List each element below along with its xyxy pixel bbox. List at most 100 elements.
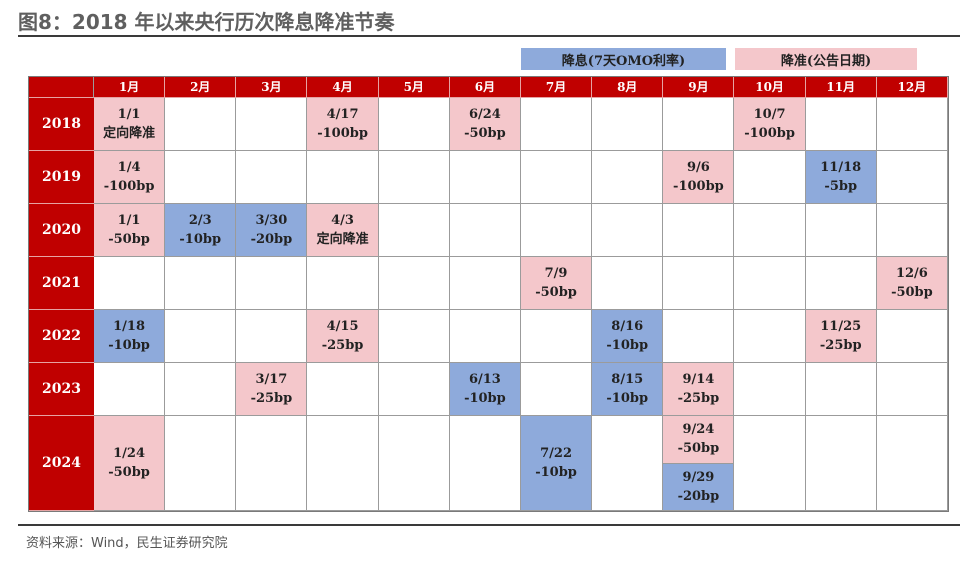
event-cell-split: 9/24 -50bp 9/29 -20bp: [663, 416, 735, 511]
empty-cell: [165, 416, 237, 511]
rate-cut-event: 3/30 -20bp: [236, 204, 308, 257]
empty-cell: [378, 310, 450, 363]
empty-cell: [236, 310, 308, 363]
empty-cell: [236, 151, 308, 204]
rrr-cut-event: 1/4 -100bp: [94, 151, 166, 204]
rrr-cut-event: 4/3 定向降准: [307, 204, 379, 257]
rrr-cut-event: 11/25 -25bp: [805, 310, 877, 363]
month-header: 2月: [165, 77, 237, 98]
empty-cell: [378, 204, 450, 257]
rrr-cut-event: 12/6 -50bp: [876, 257, 948, 310]
empty-cell: [378, 363, 450, 416]
rate-cut-event: 1/18 -10bp: [94, 310, 166, 363]
empty-cell: [592, 204, 664, 257]
rrr-cut-event: 4/15 -25bp: [307, 310, 379, 363]
page-title: 图8：2018 年以来央行历次降息降准节奏: [18, 10, 395, 34]
month-header: 9月: [663, 77, 735, 98]
year-label: 2019: [29, 151, 94, 204]
month-header: 5月: [378, 77, 450, 98]
rate-cut-event: 9/29 -20bp: [663, 462, 734, 510]
rate-cut-event: 8/15 -10bp: [592, 363, 664, 416]
month-header: 10月: [734, 77, 806, 98]
year-label: 2021: [29, 257, 94, 310]
empty-cell: [520, 204, 593, 257]
empty-cell: [734, 363, 806, 416]
month-header: 12月: [876, 77, 948, 98]
rrr-cut-event: 9/6 -100bp: [663, 151, 735, 204]
empty-cell: [592, 257, 664, 310]
empty-cell: [876, 151, 948, 204]
empty-cell: [805, 98, 877, 151]
empty-cell: [520, 98, 593, 151]
empty-cell: [520, 310, 593, 363]
empty-cell: [165, 257, 237, 310]
rate-rrr-table: 1月 2月 3月 4月 5月 6月 7月 8月 9月 10月 11月 12月 2018 1/1 定向降准 4…: [28, 76, 949, 512]
empty-cell: [94, 257, 166, 310]
empty-cell: [165, 363, 237, 416]
table-corner: [29, 77, 94, 98]
rate-cut-event: 6/13 -10bp: [449, 363, 521, 416]
empty-cell: [876, 416, 948, 511]
empty-cell: [236, 98, 308, 151]
empty-cell: [734, 257, 806, 310]
rate-cut-event: 8/16 -10bp: [592, 310, 664, 363]
empty-cell: [805, 257, 877, 310]
empty-cell: [378, 98, 450, 151]
empty-cell: [805, 204, 877, 257]
rate-cut-event: 7/22 -10bp: [520, 416, 593, 511]
month-header: 8月: [592, 77, 664, 98]
footer-divider: [18, 524, 960, 526]
rrr-cut-event: 1/1 定向降准: [94, 98, 166, 151]
empty-cell: [449, 416, 521, 511]
empty-cell: [734, 151, 806, 204]
rrr-cut-event: 9/24 -50bp: [663, 416, 734, 463]
rrr-cut-event: 6/24 -50bp: [449, 98, 521, 151]
empty-cell: [449, 310, 521, 363]
empty-cell: [307, 151, 379, 204]
empty-cell: [805, 363, 877, 416]
empty-cell: [165, 98, 237, 151]
empty-cell: [876, 204, 948, 257]
empty-cell: [805, 416, 877, 511]
empty-cell: [876, 310, 948, 363]
legend-rrr-cut: 降准(公告日期): [735, 48, 917, 70]
empty-cell: [449, 151, 521, 204]
month-header: 4月: [307, 77, 379, 98]
empty-cell: [236, 257, 308, 310]
empty-cell: [734, 310, 806, 363]
year-label: 2023: [29, 363, 94, 416]
year-label: 2020: [29, 204, 94, 257]
empty-cell: [876, 98, 948, 151]
empty-cell: [520, 151, 593, 204]
empty-cell: [449, 204, 521, 257]
empty-cell: [378, 151, 450, 204]
month-header: 1月: [94, 77, 166, 98]
empty-cell: [663, 204, 735, 257]
year-label: 2022: [29, 310, 94, 363]
empty-cell: [592, 98, 664, 151]
rrr-cut-event: 3/17 -25bp: [236, 363, 308, 416]
year-label: 2018: [29, 98, 94, 151]
month-header: 11月: [805, 77, 877, 98]
empty-cell: [307, 416, 379, 511]
rrr-cut-event: 10/7 -100bp: [734, 98, 806, 151]
month-header: 6月: [449, 77, 521, 98]
empty-cell: [449, 257, 521, 310]
legend-rate-cut: 降息(7天OMO利率): [521, 48, 726, 70]
rrr-cut-event: 1/1 -50bp: [94, 204, 166, 257]
empty-cell: [307, 257, 379, 310]
empty-cell: [520, 363, 593, 416]
empty-cell: [378, 257, 450, 310]
rrr-cut-event: 4/17 -100bp: [307, 98, 379, 151]
source-note: 资料来源：Wind，民生证券研究院: [26, 536, 228, 551]
rate-cut-event: 11/18 -5bp: [805, 151, 877, 204]
rrr-cut-event: 9/14 -25bp: [663, 363, 735, 416]
empty-cell: [307, 363, 379, 416]
empty-cell: [94, 363, 166, 416]
rrr-cut-event: 1/24 -50bp: [94, 416, 166, 511]
title-divider: [18, 35, 960, 37]
month-header: 3月: [236, 77, 308, 98]
empty-cell: [378, 416, 450, 511]
empty-cell: [663, 98, 735, 151]
rrr-cut-event: 7/9 -50bp: [520, 257, 593, 310]
